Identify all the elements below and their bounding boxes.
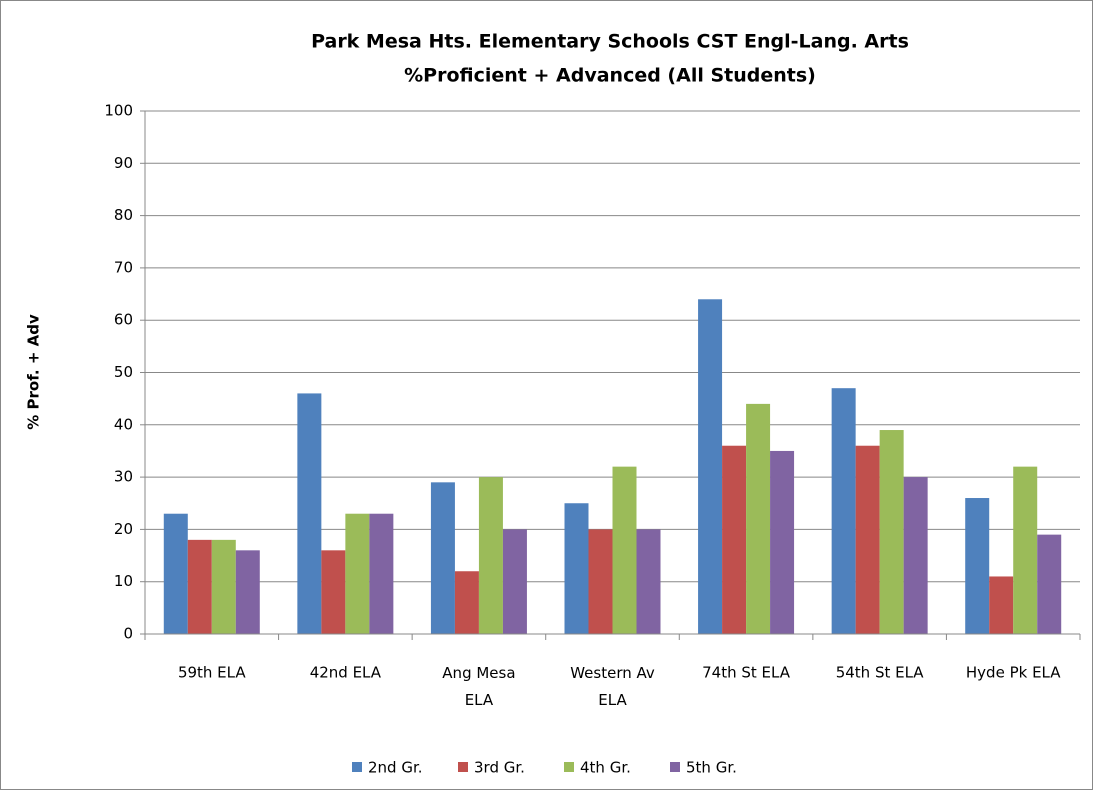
legend-swatch: [564, 762, 574, 772]
y-tick-label: 30: [114, 468, 133, 486]
x-tick-label: Hyde Pk ELA: [966, 664, 1061, 682]
bar: [612, 466, 637, 634]
bar: [965, 498, 990, 634]
bar: [211, 539, 236, 634]
legend-swatch: [670, 762, 680, 772]
bar: [187, 539, 212, 634]
bar: [989, 576, 1014, 634]
chart-border: [0, 0, 1093, 790]
x-tick-label: Western Av ELA: [570, 664, 655, 709]
y-tick-label: 40: [114, 415, 133, 433]
x-tick-label: 54th St ELA: [836, 664, 925, 682]
x-tick-label: 59th ELA: [178, 664, 246, 682]
bar: [903, 477, 928, 634]
x-tick-label: 74th St ELA: [702, 664, 791, 682]
x-tick-label: 42nd ELA: [310, 664, 382, 682]
x-tick-label: Ang Mesa ELA: [442, 664, 515, 709]
bar: [722, 445, 747, 634]
legend-label: 3rd Gr.: [474, 759, 525, 777]
y-axis-label: % Prof. + Adv: [25, 314, 43, 430]
legend-label: 5th Gr.: [686, 759, 737, 777]
chart-subtitle: %Proficient + Advanced (All Students): [404, 65, 816, 87]
legend-swatch: [352, 762, 362, 772]
bar: [746, 403, 771, 634]
bar: [879, 430, 904, 634]
bar: [770, 450, 795, 634]
legend-swatch: [458, 762, 468, 772]
bar: [1013, 466, 1038, 634]
bar: [588, 529, 613, 634]
bar: [564, 503, 589, 634]
y-tick-label: 80: [114, 206, 133, 224]
chart-title: Park Mesa Hts. Elementary Schools CST En…: [311, 31, 909, 53]
y-tick-label: 90: [114, 154, 133, 172]
bar: [369, 513, 394, 634]
bar: [235, 550, 260, 634]
legend-label: 2nd Gr.: [368, 759, 423, 777]
y-tick-label: 60: [114, 311, 133, 329]
legend-label: 4th Gr.: [580, 759, 631, 777]
bar: [502, 529, 527, 634]
y-tick-label: 20: [114, 520, 133, 538]
bar: [163, 513, 188, 634]
bar: [478, 477, 503, 634]
y-tick-label: 70: [114, 258, 133, 276]
bar: [855, 445, 880, 634]
bar: [698, 299, 723, 634]
bar: [1037, 534, 1062, 634]
bar: [430, 482, 455, 634]
bar: [636, 529, 661, 634]
y-tick-label: 100: [104, 102, 133, 120]
y-tick-label: 0: [123, 625, 133, 643]
bar: [345, 513, 370, 634]
bar: [321, 550, 346, 634]
y-tick-label: 10: [114, 572, 133, 590]
y-tick-label: 50: [114, 363, 133, 381]
bar: [297, 393, 322, 634]
bar: [454, 571, 479, 634]
bar: [831, 388, 856, 634]
